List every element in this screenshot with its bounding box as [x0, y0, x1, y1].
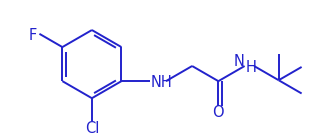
Text: NH: NH	[151, 75, 173, 90]
Text: H: H	[246, 60, 256, 75]
Text: Cl: Cl	[85, 121, 99, 136]
Text: O: O	[213, 105, 224, 120]
Text: N: N	[233, 54, 244, 69]
Text: F: F	[28, 28, 37, 43]
